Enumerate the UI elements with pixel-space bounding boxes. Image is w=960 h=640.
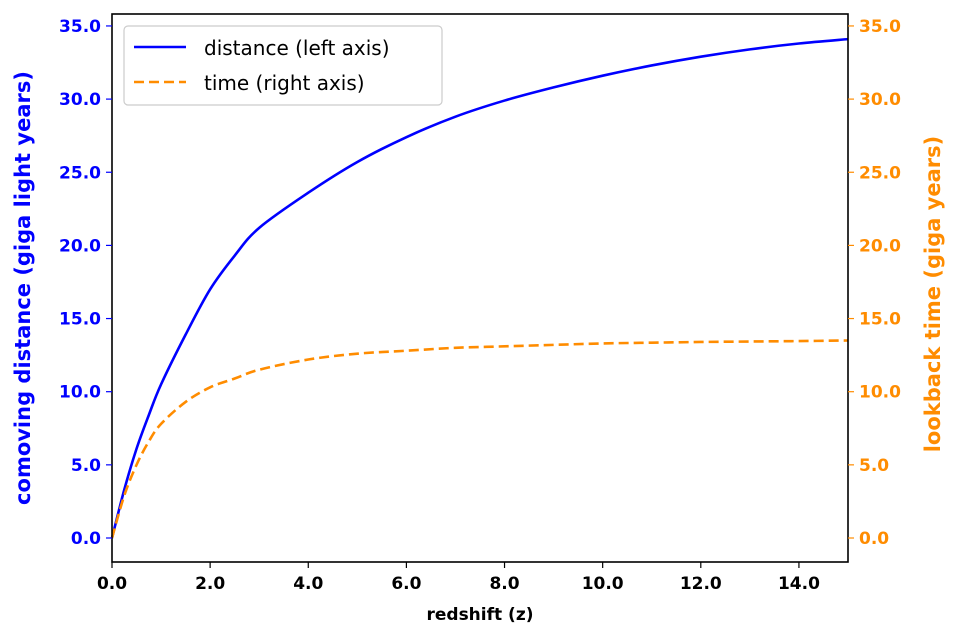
left-y-tick-label: 15.0 [59, 310, 101, 330]
x-tick-label: 2.0 [195, 574, 225, 594]
x-tick-label: 12.0 [680, 574, 722, 594]
right-y-tick-label: 20.0 [859, 236, 901, 256]
left-y-axis: 0.0 5.0 10.0 15.0 20.0 25.0 30.0 35.0 [59, 17, 112, 549]
x-tick-label: 10.0 [582, 574, 624, 594]
series-line-distance [110, 37, 849, 539]
right-y-tick-label: 10.0 [859, 383, 901, 403]
right-y-tick-label: 35.0 [859, 17, 901, 37]
legend-label-time: time (right axis) [204, 71, 365, 95]
left-y-tick-label: 20.0 [59, 236, 101, 256]
x-tick-label: 14.0 [778, 574, 820, 594]
left-y-axis-title: comoving distance (giga light years) [11, 71, 35, 505]
right-y-tick-label: 30.0 [859, 90, 901, 110]
legend-box [123, 25, 443, 106]
x-tick-label: 0.0 [97, 574, 127, 594]
plot-frame [111, 13, 849, 563]
right-y-axis: 0.0 5.0 10.0 15.0 20.0 25.0 30.0 35.0 [848, 17, 901, 549]
x-axis: 0.0 2.0 4.0 6.0 8.0 10.0 12.0 14.0 [97, 562, 820, 594]
left-y-tick-label: 0.0 [71, 529, 101, 549]
left-y-tick-label: 25.0 [59, 163, 101, 183]
legend: distance (left axis) time (right axis) [123, 25, 443, 106]
plot-lines [110, 37, 849, 539]
x-tick-label: 8.0 [489, 574, 519, 594]
right-y-tick-label: 25.0 [859, 163, 901, 183]
right-y-tick-label: 0.0 [859, 529, 889, 549]
right-y-axis-title: lookback time (giga years) [921, 136, 945, 453]
x-axis-title: redshift (z) [426, 605, 533, 625]
series-line-time [110, 339, 849, 539]
left-y-tick-label: 5.0 [71, 456, 101, 476]
left-y-tick-label: 30.0 [59, 90, 101, 110]
left-y-tick-label: 35.0 [59, 17, 101, 37]
x-tick-label: 6.0 [391, 574, 421, 594]
right-y-tick-label: 5.0 [859, 456, 889, 476]
x-tick-label: 4.0 [293, 574, 323, 594]
right-y-tick-label: 15.0 [859, 310, 901, 330]
left-y-tick-label: 10.0 [59, 383, 101, 403]
legend-label-distance: distance (left axis) [204, 36, 390, 60]
